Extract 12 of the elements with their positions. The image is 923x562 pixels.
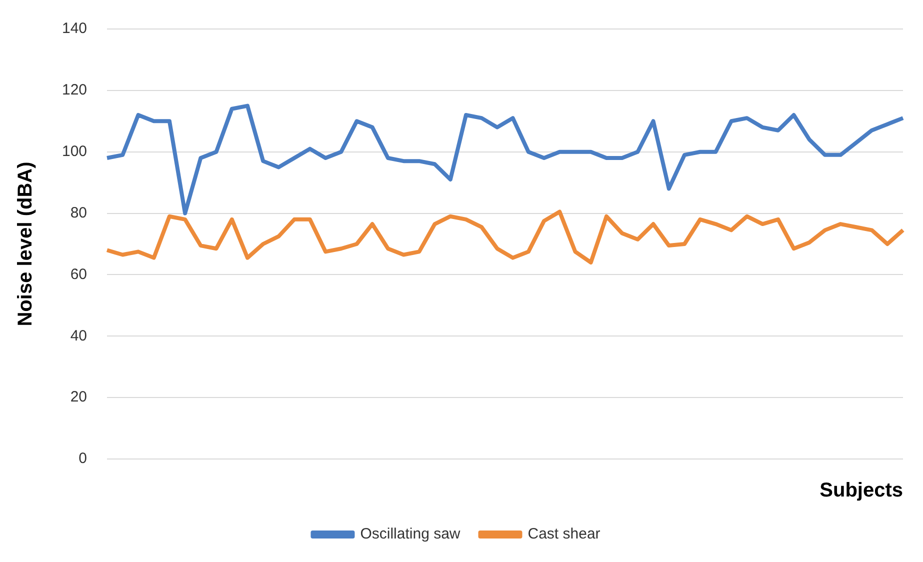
- y-tick-label: 140: [62, 20, 88, 38]
- y-axis-title: Noise level (dBA): [14, 162, 37, 326]
- legend-label: Cast shear: [528, 526, 600, 543]
- y-tick-label: 60: [70, 266, 88, 283]
- y-tick-label: 0: [78, 450, 88, 468]
- y-tick-label: 20: [70, 388, 88, 406]
- y-tick-label: 40: [70, 327, 88, 344]
- y-tick-label: 80: [70, 204, 88, 222]
- y-tick-label: 120: [62, 82, 88, 99]
- x-axis-title: Subjects: [820, 480, 903, 502]
- y-tick-label: 100: [62, 143, 88, 160]
- legend-label: Oscillating saw: [360, 526, 460, 543]
